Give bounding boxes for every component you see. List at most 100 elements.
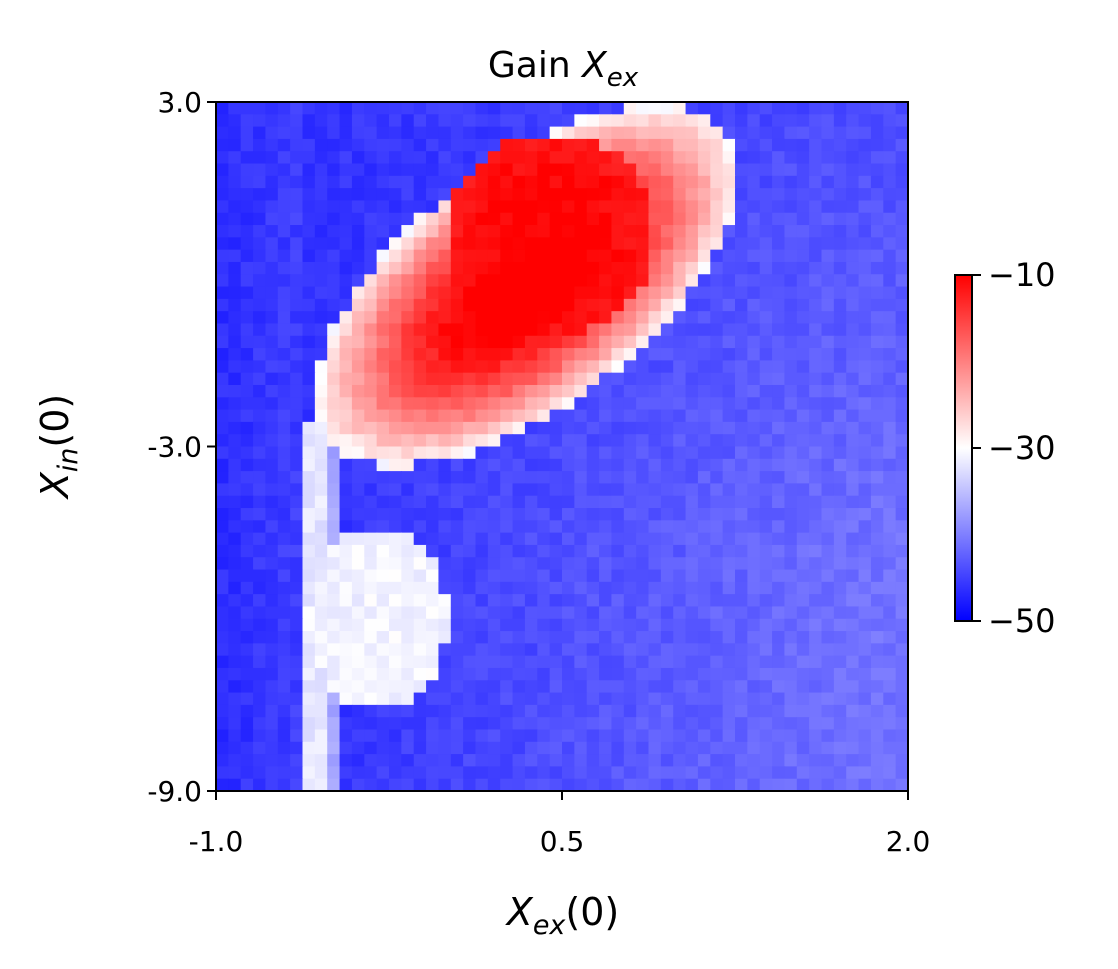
heatmap-cell	[796, 544, 810, 558]
heatmap-cell	[846, 508, 860, 521]
heatmap-cell	[574, 323, 588, 337]
heatmap-cell	[426, 741, 440, 755]
heatmap-cell	[475, 372, 489, 386]
heatmap-cell	[253, 532, 267, 546]
heatmap-cell	[413, 384, 427, 398]
heatmap-cell	[327, 557, 341, 571]
heatmap-cell	[376, 188, 390, 202]
heatmap-cell	[735, 151, 748, 165]
heatmap-cell	[586, 717, 600, 731]
heatmap-cell	[846, 397, 860, 411]
heatmap-cell	[796, 200, 810, 214]
heatmap-cell	[821, 397, 835, 411]
heatmap-cell	[586, 175, 600, 189]
heatmap-cell	[759, 212, 773, 226]
heatmap-cell	[351, 384, 365, 398]
heatmap-cell	[512, 434, 526, 448]
heatmap-cell	[487, 655, 501, 669]
heatmap-cell	[821, 717, 835, 731]
heatmap-cell	[277, 237, 291, 251]
heatmap-cell	[735, 138, 748, 152]
heatmap-cell	[216, 434, 229, 448]
heatmap-cell	[697, 212, 711, 226]
heatmap-cell	[487, 151, 501, 165]
heatmap-cell	[463, 311, 477, 325]
heatmap-cell	[562, 471, 575, 485]
heatmap-cell	[821, 138, 835, 152]
heatmap-cell	[240, 397, 254, 411]
heatmap-cell	[277, 175, 291, 189]
heatmap-cell	[327, 311, 341, 325]
heatmap-cell	[277, 717, 291, 731]
heatmap-cell	[314, 606, 328, 620]
heatmap-cell	[673, 348, 687, 361]
heatmap-cell	[883, 298, 897, 312]
heatmap-cell	[216, 778, 229, 792]
heatmap-cell	[389, 692, 402, 706]
heatmap-cell	[611, 175, 625, 189]
heatmap-cell	[500, 778, 514, 792]
heatmap-cell	[648, 594, 662, 608]
heatmap-cell	[487, 471, 501, 485]
heatmap-cell	[339, 372, 353, 386]
heatmap-cell	[623, 249, 637, 263]
heatmap-cell	[599, 766, 613, 780]
heatmap-cell	[327, 360, 341, 374]
heatmap-cell	[314, 114, 328, 128]
heatmap-cell	[858, 138, 872, 152]
heatmap-cell	[265, 458, 279, 472]
heatmap-cell	[339, 163, 353, 177]
heatmap-cell	[389, 667, 402, 681]
heatmap-cell	[426, 249, 440, 263]
heatmap-cell	[747, 274, 761, 288]
heatmap-cell	[438, 446, 452, 460]
heatmap-cell	[537, 483, 551, 497]
heatmap-cell	[413, 508, 427, 521]
heatmap-cell	[487, 754, 501, 767]
heatmap-cell	[673, 778, 687, 792]
heatmap-cell	[265, 114, 279, 128]
heatmap-cell	[722, 274, 736, 288]
heatmap-cell	[611, 446, 625, 460]
heatmap-cell	[660, 643, 674, 657]
heatmap-cell	[809, 237, 823, 251]
heatmap-cell	[685, 200, 699, 214]
heatmap-cell	[438, 421, 452, 435]
heatmap-cell	[809, 335, 823, 349]
heatmap-cell	[611, 323, 625, 337]
heatmap-cell	[858, 434, 872, 448]
heatmap-cell	[512, 569, 526, 583]
heatmap-cell	[747, 409, 761, 423]
heatmap-cell	[759, 594, 773, 608]
heatmap-cell	[549, 360, 563, 374]
heatmap-cell	[463, 335, 477, 349]
heatmap-cell	[290, 618, 304, 632]
heatmap-cell	[487, 692, 501, 706]
heatmap-cell	[327, 446, 341, 460]
heatmap-cell	[401, 631, 415, 644]
heatmap-cell	[673, 163, 687, 177]
heatmap-cell	[660, 360, 674, 374]
heatmap-cell	[796, 520, 810, 534]
heatmap-cell	[599, 200, 613, 214]
heatmap-cell	[401, 643, 415, 657]
heatmap-cell	[549, 286, 563, 300]
heatmap-cell	[240, 631, 254, 644]
heatmap-cell	[302, 200, 316, 214]
heatmap-cell	[512, 138, 526, 152]
heatmap-cell	[426, 692, 440, 706]
heatmap-cell	[426, 557, 440, 571]
heatmap-cell	[389, 766, 402, 780]
heatmap-cell	[302, 434, 316, 448]
heatmap-cell	[290, 458, 304, 472]
heatmap-cell	[413, 126, 427, 140]
heatmap-cell	[475, 631, 489, 644]
heatmap-cell	[216, 102, 229, 115]
heatmap-cell	[524, 778, 538, 792]
heatmap-cell	[240, 163, 254, 177]
heatmap-cell	[833, 323, 847, 337]
heatmap-cell	[809, 655, 823, 669]
heatmap-cell	[265, 471, 279, 485]
heatmap-cell	[611, 569, 625, 583]
